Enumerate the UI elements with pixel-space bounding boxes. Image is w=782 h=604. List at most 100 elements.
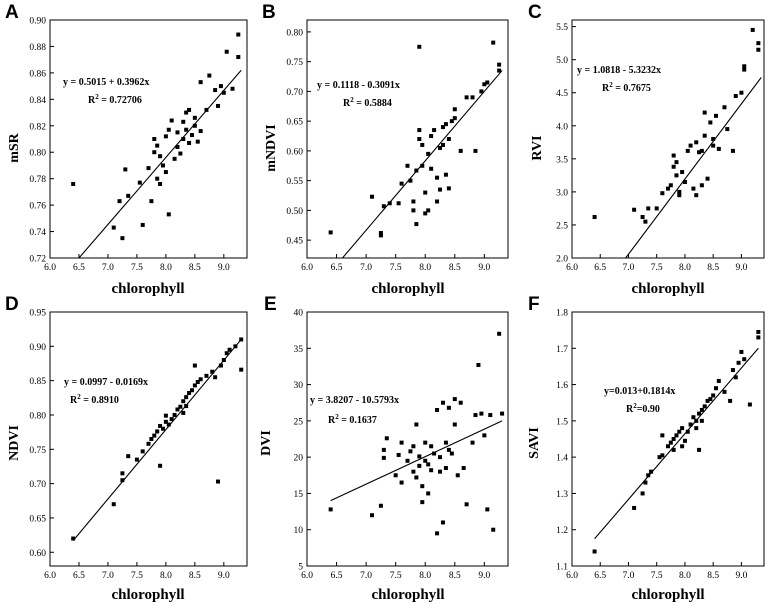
panel-D: D NDVI chlorophyll y = 0.0997 - 0.0169x … [5,294,248,603]
y-tick-label: 0.76 [29,202,46,212]
x-tick-label: 9.0 [218,571,230,581]
data-point [440,520,445,525]
x-tick-label: 9.0 [218,263,230,273]
data-point [677,189,682,194]
data-point [694,140,699,145]
data-point [184,395,189,400]
data-point [117,199,122,204]
panel-letter: D [5,294,19,315]
data-point [730,148,735,153]
data-point [711,143,716,148]
data-point [221,358,226,363]
data-point [192,363,197,368]
data-point [399,181,404,186]
data-point [452,422,457,427]
data-point [134,457,139,462]
y-tick-label: 3.5 [556,155,568,165]
data-point [224,351,229,356]
y-tick-label: 4.5 [556,89,568,99]
data-point [152,433,157,438]
regression-line [330,420,503,502]
data-point [414,475,419,480]
data-point [458,148,463,153]
panel-letter: E [264,294,277,315]
data-point [716,378,721,383]
y-tick-label: 2.0 [556,255,568,265]
data-point [479,411,484,416]
data-point [163,134,168,139]
data-point [747,402,752,407]
x-tick-label: 7.5 [131,571,143,581]
x-tick-label: 9.0 [735,571,747,581]
data-point [239,337,244,342]
data-point [485,80,490,85]
x-tick-label: 8.5 [189,571,201,581]
data-point [111,502,116,507]
data-point [697,447,702,452]
data-point [435,199,440,204]
data-point [420,500,425,505]
data-point [476,362,481,367]
y-tick-label: 0.86 [29,69,46,79]
data-point [213,88,218,93]
data-point [497,62,502,67]
x-tick-label: 7.5 [390,263,402,273]
data-point [399,480,404,485]
data-point [236,55,241,60]
data-point [429,468,434,473]
data-point [181,399,186,404]
data-point [192,383,197,388]
regression-equation: y = 1.0818 - 5.3232x [577,65,661,76]
y-tick-label: 35 [294,345,304,355]
data-point [699,407,704,412]
y-tick-label: 0.74 [29,228,46,238]
data-point [443,440,448,445]
data-point [473,148,478,153]
data-point [705,398,710,403]
data-point [697,411,702,416]
plot-frame [571,311,765,567]
data-point [233,344,238,349]
x-tick-label: 6.5 [594,263,606,273]
data-point [742,67,747,72]
data-point [666,444,670,449]
y-tick-label: 0.65 [286,118,303,128]
y-axis-label: mSR [7,132,22,162]
data-point [479,89,484,94]
data-point [71,181,76,186]
x-axis-label: chlorophyll [111,281,184,297]
data-point [443,466,448,471]
data-point [187,391,192,396]
data-point [126,193,131,198]
data-point [420,163,425,168]
panel-E: E DVI chlorophyll y = 3.8207 - 10.5793x … [259,294,509,603]
y-tick-label: 0.80 [29,149,46,159]
r-squared: R2 = 0.7675 [602,81,651,94]
panel-B: B mNDVI chlorophyll y = 0.1118 - 0.3091x… [262,2,509,297]
x-tick-label: 8.0 [160,263,172,273]
x-tick-label: 7.0 [102,571,114,581]
data-point [691,415,696,420]
data-point [414,422,419,427]
data-point [120,478,125,483]
data-point [438,469,443,474]
data-point [396,452,401,457]
data-point [172,412,177,417]
data-point [452,116,457,121]
x-tick-label: 7.0 [623,571,635,581]
data-point [160,163,165,168]
data-point [387,201,392,206]
y-tick-label: 0.45 [286,237,303,247]
x-tick-label: 8.5 [707,571,719,581]
plot-frame [306,19,509,259]
data-point [497,331,502,336]
panel-letter: B [262,2,276,23]
data-point [189,388,194,393]
y-tick-label: 0.60 [286,147,303,157]
data-point [742,357,747,362]
data-point [728,398,733,403]
data-point [169,118,174,123]
data-point [429,166,434,171]
data-point [163,413,168,418]
data-point [699,418,704,423]
